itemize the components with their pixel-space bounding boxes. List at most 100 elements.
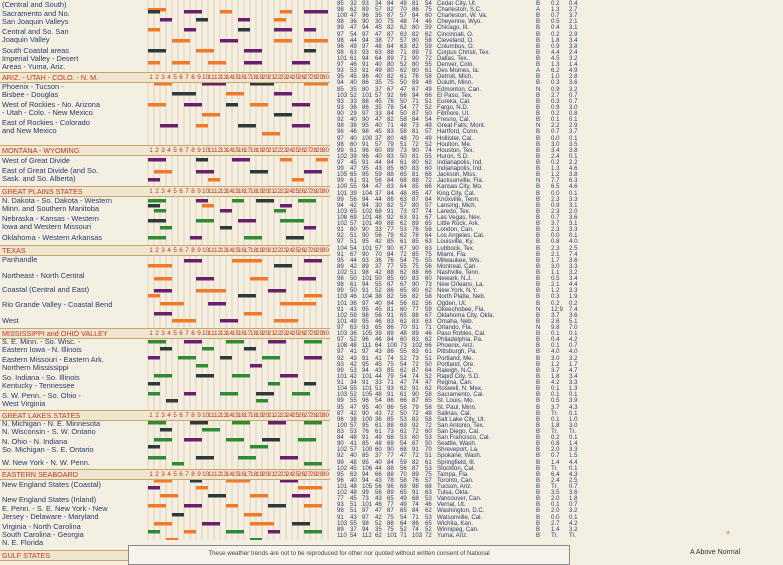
table-cell: 77: [387, 262, 394, 270]
table-cell: 48: [400, 189, 407, 197]
table-cell: 79: [387, 232, 394, 240]
table-cell: 0.9: [551, 103, 560, 111]
table-cell: 96: [337, 128, 344, 136]
table-cell: 50: [425, 440, 432, 448]
day-number: 15: [232, 188, 240, 195]
city-name: Regina, Can.: [437, 379, 473, 387]
table-cell: 7.4: [569, 250, 578, 258]
table-cell: 68: [425, 171, 432, 179]
table-cell: 49: [350, 317, 357, 325]
day-number: 19: [256, 74, 264, 81]
table-cell: 72: [412, 452, 419, 460]
table-row: 102 39 96 40 83 50 81 55 Huron, S.D. B 2.4 0.1: [337, 153, 783, 160]
day-number: 18: [250, 330, 258, 337]
region-label: Sacramento and No.: [2, 10, 70, 18]
table-cell: 3.8: [569, 42, 578, 50]
day-number: 14: [226, 412, 234, 419]
day-number: 24: [286, 330, 294, 337]
table-cell: 57: [375, 6, 382, 14]
region-header-title: GULF STATES: [2, 551, 51, 560]
table-cell: 62: [425, 385, 432, 393]
table-cell: 98: [337, 48, 344, 56]
region-label: Oklahoma - Western Arkansas: [2, 234, 103, 242]
table-row: 108 48 111 64 100 73 102 66 Phoenix, Ariz. B 0.1 0.…: [337, 342, 783, 349]
table-cell: 66: [400, 397, 407, 405]
region-header: ARIZ. - UTAH - COLO. - N. M. 1 2 3 4 5 6 7 8 9 10 1…: [0, 72, 330, 83]
table-cell: 81: [412, 128, 419, 136]
day-number: 2: [155, 330, 159, 337]
table-cell: 35: [375, 525, 382, 533]
table-cell: 72: [425, 55, 432, 63]
table-cell: 96: [362, 146, 369, 154]
table-cell: 1.8: [551, 372, 560, 380]
table-cell: 47: [375, 116, 382, 124]
table-cell: 48: [350, 489, 357, 497]
table-cell: 53: [425, 495, 432, 503]
table-cell: 77: [387, 226, 394, 234]
table-row: 99 61 91 56 84 68 88 72 Jacksonville, Fla. N 7.7 6.…: [337, 177, 783, 184]
table-cell: 4.2: [551, 379, 560, 387]
table-cell: 50: [400, 79, 407, 87]
table-cell: 0.1: [569, 464, 578, 472]
day-number: 1: [149, 147, 153, 154]
table-cell: 91: [362, 140, 369, 148]
table-cell: 45: [350, 158, 357, 166]
status-code: B: [536, 91, 541, 99]
table-cell: 52: [375, 287, 382, 295]
table-row: 103 55 98 52 88 64 86 65 Wichita, Kan. B 2.7 4.2: [337, 520, 783, 527]
trend-bar-warm: [178, 356, 196, 360]
day-number: 29: [316, 247, 324, 254]
table-cell: Tr.: [569, 427, 576, 435]
table-cell: 70: [400, 470, 407, 478]
table-cell: 74: [412, 372, 419, 380]
status-code: B: [536, 140, 541, 148]
region-label: West of Great Divide: [2, 157, 71, 165]
trend-bar-wet: [154, 170, 172, 174]
city-name: Spokane, Wash.: [437, 452, 482, 460]
city-name: Orlando, Fla.: [437, 324, 473, 332]
day-number: 2: [155, 247, 159, 254]
day-number: 15: [232, 330, 240, 337]
status-code: B: [536, 48, 541, 56]
city-name: Dallas, Tex.: [437, 55, 469, 63]
day-number: 10: [202, 74, 210, 81]
table-cell: 48: [375, 391, 382, 399]
table-row: 103 65 102 68 91 73 97 74 Laredo, Tex. B 2.3 2.0: [337, 208, 783, 215]
table-cell: 98: [337, 281, 344, 289]
day-number: 27: [304, 188, 312, 195]
trend-bar-wet: [196, 49, 214, 53]
table-cell: 0.2: [569, 299, 578, 307]
table-row: 85 35 80 37 67 47 67 49 Edmonton, Can. N 0.9 3.2: [337, 86, 783, 93]
trend-bar-cold: [184, 28, 196, 32]
table-row: 97 51 95 42 85 61 85 63 Louisville, Ky. B 0.8 4.0: [337, 238, 783, 245]
table-cell: 85: [412, 238, 419, 246]
day-number: 27: [304, 247, 312, 254]
city-name: Edmonton, Can.: [437, 85, 482, 93]
day-number: 4: [167, 147, 171, 154]
table-cell: 2.5: [569, 244, 578, 252]
day-number: 27: [304, 74, 312, 81]
table-cell: 43: [375, 348, 382, 356]
table-cell: 46: [350, 61, 357, 69]
trend-bar-dry: [238, 28, 250, 32]
region-header: TEXAS 1 2 3 4 5 6 7 8 9 10 11 12 13 14 15 16 17 18 19 20 21 22…: [0, 245, 330, 256]
day-number: 10: [202, 330, 210, 337]
day-number: 20: [262, 471, 270, 478]
day-number: 26: [298, 471, 306, 478]
table-cell: 51: [375, 385, 382, 393]
table-cell: 98: [337, 6, 344, 14]
trend-bar-wet: [148, 103, 166, 107]
table-cell: 94: [337, 79, 344, 87]
trend-bar-cold: [232, 158, 250, 162]
trend-bar-warm: [232, 421, 250, 425]
day-number: 13: [220, 74, 228, 81]
table-cell: 1.0: [551, 73, 560, 81]
table-cell: 65: [375, 324, 382, 332]
trend-bar-cold: [244, 61, 262, 65]
trend-bar-warm: [202, 347, 214, 351]
day-number: 15: [232, 147, 240, 154]
status-code: B: [536, 482, 541, 490]
table-cell: 87: [387, 12, 394, 20]
table-cell: 35: [350, 85, 357, 93]
table-row: 108 69 101 48 92 63 91 67 Las Vegas, Nev. B 0.7 3.6: [337, 214, 783, 221]
